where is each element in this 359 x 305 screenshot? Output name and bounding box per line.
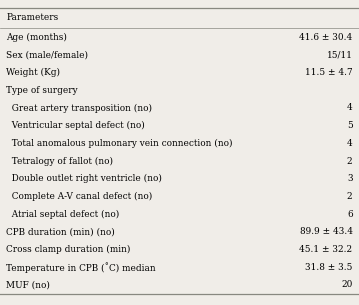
Text: MUF (no): MUF (no) (6, 280, 50, 289)
Text: 15/11: 15/11 (327, 50, 353, 59)
Text: 4: 4 (347, 139, 353, 148)
Text: Complete A-V canal defect (no): Complete A-V canal defect (no) (6, 192, 153, 201)
Text: Temperature in CPB (˚C) median: Temperature in CPB (˚C) median (6, 262, 156, 273)
Text: 11.5 ± 4.7: 11.5 ± 4.7 (305, 68, 353, 77)
Text: Sex (male/female): Sex (male/female) (6, 50, 88, 59)
Text: Parameters: Parameters (6, 13, 59, 23)
Text: Type of surgery: Type of surgery (6, 86, 78, 95)
Text: Weight (Kg): Weight (Kg) (6, 68, 60, 77)
Text: 31.8 ± 3.5: 31.8 ± 3.5 (305, 263, 353, 272)
Text: Total anomalous pulmonary vein connection (no): Total anomalous pulmonary vein connectio… (6, 139, 233, 148)
Text: 5: 5 (347, 121, 353, 130)
Text: Double outlet right ventricle (no): Double outlet right ventricle (no) (6, 174, 162, 183)
Text: CPB duration (min) (no): CPB duration (min) (no) (6, 227, 115, 236)
Text: 4: 4 (347, 103, 353, 113)
Text: Ventricular septal defect (no): Ventricular septal defect (no) (6, 121, 145, 130)
Text: 6: 6 (347, 210, 353, 219)
Text: Cross clamp duration (min): Cross clamp duration (min) (6, 245, 131, 254)
Text: Great artery transposition (no): Great artery transposition (no) (6, 103, 153, 113)
Text: 3: 3 (347, 174, 353, 183)
Text: 41.6 ± 30.4: 41.6 ± 30.4 (299, 33, 353, 42)
Text: 2: 2 (347, 156, 353, 166)
Text: Age (months): Age (months) (6, 33, 67, 42)
Text: 2: 2 (347, 192, 353, 201)
Text: 45.1 ± 32.2: 45.1 ± 32.2 (299, 245, 353, 254)
Text: Tetralogy of fallot (no): Tetralogy of fallot (no) (6, 156, 113, 166)
Text: 89.9 ± 43.4: 89.9 ± 43.4 (299, 227, 353, 236)
Text: Atrial septal defect (no): Atrial septal defect (no) (6, 210, 120, 219)
Text: 20: 20 (341, 280, 353, 289)
